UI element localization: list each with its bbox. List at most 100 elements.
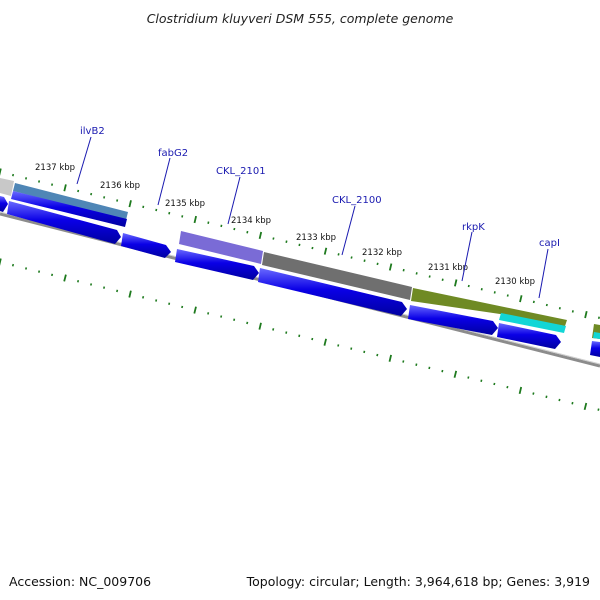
scale-tick-minor	[506, 294, 509, 297]
scale-tick-minor	[558, 398, 561, 402]
scale-tick-minor	[168, 302, 171, 305]
scale-tick-minor	[181, 305, 184, 309]
scale-tick-minor	[181, 215, 184, 218]
scale-tick-major	[518, 386, 523, 395]
scale-tick-minor	[428, 275, 431, 278]
scale-tick-minor	[441, 278, 444, 281]
scale-tick-minor	[155, 299, 158, 302]
scale-tick-minor	[337, 253, 340, 256]
cds-arrow	[0, 196, 8, 212]
gene-label-leaders	[76, 136, 549, 299]
scale-label: 2136 kbp	[100, 181, 140, 191]
scale-tick-minor	[571, 401, 574, 405]
scale-tick-major	[63, 184, 67, 192]
scale-tick-minor	[467, 284, 470, 288]
scale-tick-minor	[480, 288, 483, 291]
scale-tick-minor	[116, 289, 119, 293]
scale-tick-minor	[363, 259, 366, 262]
feature-right-edge-cyan	[593, 332, 600, 339]
gene-label: ilvB2	[80, 126, 105, 137]
scale-tick-minor	[51, 273, 54, 277]
scale-tick-minor	[246, 230, 249, 234]
scale-tick-minor	[311, 337, 314, 341]
scale-label: 2131 kbp	[428, 263, 468, 273]
scale-tick-minor	[363, 350, 366, 354]
scale-tick-major	[388, 354, 392, 362]
scale-tick-minor	[116, 199, 119, 202]
feature-ilvB2	[13, 183, 128, 220]
scale-tick-minor	[142, 205, 145, 209]
gene-label: CKL_2101	[216, 166, 266, 177]
scale-tick-minor	[11, 263, 15, 267]
scale-tick-minor	[493, 382, 496, 386]
scale-tick-minor	[142, 295, 145, 299]
scale-tick-minor	[545, 303, 548, 307]
scale-tick-minor	[337, 344, 340, 347]
scale-tick-minor	[532, 392, 535, 395]
scale-tick-major	[584, 310, 588, 319]
cds-arrow	[497, 323, 561, 349]
feature-CKL-2100	[262, 252, 412, 300]
scale-tick-minor	[77, 189, 80, 193]
scale-tick-major	[128, 290, 132, 298]
gene-label: rkpK	[462, 222, 485, 233]
leader-line	[76, 136, 92, 185]
cds-arrow	[11, 191, 127, 227]
topology-summary: Topology: circular; Length: 3,964,618 bp…	[246, 574, 590, 589]
feature-track	[0, 178, 600, 339]
scale-tick-minor	[103, 286, 106, 289]
scale-tick-major	[519, 295, 523, 303]
scale-tick-major	[453, 370, 458, 378]
gene-label: fabG2	[158, 148, 188, 159]
scale-ticks-inner	[0, 258, 600, 411]
feature-CKL-2101	[179, 231, 263, 264]
leader-line	[157, 157, 171, 206]
scale-tick-minor	[285, 331, 288, 334]
scale-tick-minor	[597, 408, 600, 411]
scale-label: 2132 kbp	[362, 248, 402, 258]
scale-tick-minor	[415, 363, 418, 366]
scale-label: 2130 kbp	[495, 277, 535, 287]
scale-tick-minor	[168, 211, 171, 215]
scale-tick-major	[454, 279, 458, 287]
scale-tick-minor	[285, 240, 288, 243]
scale-tick-minor	[220, 315, 223, 318]
scale-tick-minor	[155, 208, 158, 212]
scale-tick-major	[258, 231, 263, 240]
feature-lightgray	[0, 178, 14, 196]
feature-capI	[499, 313, 566, 333]
scale-tick-minor	[90, 192, 93, 196]
gene-label: CKL_2100	[332, 195, 382, 206]
gene-label: capI	[539, 238, 560, 249]
map-title: Clostridium kluyveri DSM 555, complete g…	[147, 11, 454, 26]
scale-tick-minor	[532, 300, 535, 304]
feature-rkpK	[411, 288, 567, 326]
cds-arrow	[175, 249, 259, 280]
scale-label: 2133 kbp	[296, 233, 336, 243]
scale-label: 2134 kbp	[231, 216, 271, 226]
scale-tick-major	[0, 258, 2, 266]
scale-tick-minor	[467, 376, 470, 379]
scale-tick-major	[583, 402, 588, 411]
scale-tick-minor	[272, 237, 275, 240]
scale-tick-minor	[597, 316, 600, 319]
scale-tick-minor	[207, 221, 210, 224]
scale-tick-major	[0, 168, 2, 176]
scale-tick-major	[193, 215, 197, 224]
scale-tick-minor	[545, 395, 548, 399]
cds-arrow	[121, 233, 171, 258]
scale-tick-major	[63, 274, 67, 282]
scale-tick-minor	[272, 328, 275, 331]
scale-tick-minor	[376, 262, 379, 266]
scale-tick-minor	[25, 177, 28, 180]
scale-tick-minor	[402, 360, 405, 363]
scale-tick-minor	[103, 196, 106, 199]
scale-tick-minor	[12, 173, 15, 177]
cds-arrow	[258, 268, 407, 316]
cds-arrow	[7, 201, 121, 244]
scale-tick-minor	[51, 183, 54, 186]
scale-tick-minor	[558, 307, 561, 310]
scale-tick-minor	[90, 283, 93, 286]
scale-tick-minor	[246, 321, 249, 325]
scale-tick-minor	[428, 366, 431, 370]
